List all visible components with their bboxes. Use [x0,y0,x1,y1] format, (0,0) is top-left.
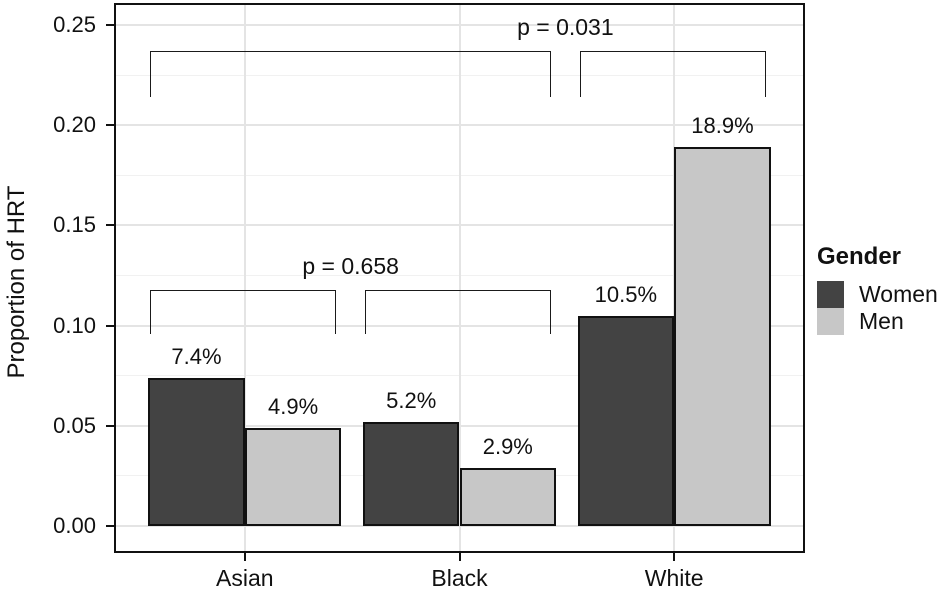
y-axis-tick-label: 0.15 [53,212,96,238]
y-axis-tick [106,525,114,527]
legend-title: Gender [817,243,902,270]
legend-label-men: Men [859,308,904,334]
y-axis-title: Proportion of HRT [3,185,30,379]
gridline-vertical [243,5,246,551]
bar-value-label: 10.5% [594,281,658,307]
bar-value-label: 7.4% [171,343,222,369]
y-axis-tick [106,424,114,427]
y-axis-tick-label: 0.05 [53,412,96,438]
y-axis-tick [106,24,114,26]
legend-swatch-women [817,281,844,308]
y-axis-tick [106,324,114,327]
legend-entry-women: Women [817,281,938,308]
legend-swatch-men [817,308,844,335]
significance-bracket [150,290,337,334]
legend-entry-men: Men [817,308,938,335]
y-axis-tick-label: 0.25 [53,12,96,37]
p-value-label: p = 0.658 [302,253,399,279]
x-axis-tick [458,553,461,561]
legend-label-women: Women [859,281,938,307]
y-axis-tick [106,224,114,227]
bar-women-black [362,421,460,526]
bar-women-white [577,315,675,526]
plot-panel: 7.4% 5.2% 10.5% 4.9% 2.9% 18.9% p = 0.031 p = 0… [114,3,805,553]
legend: Gender Women Men [817,243,938,335]
y-axis-tick-label: 0.10 [53,312,96,338]
x-axis-tick [673,553,676,561]
gridline-vertical [458,5,461,551]
bar-value-label: 4.9% [268,393,319,419]
significance-bracket [364,290,552,334]
y-axis-tick-label: 0.20 [53,112,96,138]
bar-men-asian [244,427,342,526]
bar-women-asian [148,377,245,526]
p-value-label: p = 0.031 [517,14,614,40]
bar-men-black [459,467,557,526]
y-axis-tick-label: 0.00 [53,513,96,538]
x-axis-tick [243,553,246,561]
bar-value-label: 5.2% [386,387,437,413]
x-axis-tick-label: Asian [216,565,274,591]
bar-value-label: 2.9% [482,433,533,459]
significance-bracket [579,51,766,97]
x-axis-tick-label: White [644,565,704,591]
bar-men-white [674,147,771,526]
y-axis-tick [106,124,114,127]
significance-bracket [150,51,552,97]
x-axis-tick-label: Black [431,565,488,591]
bar-value-label: 18.9% [691,113,754,139]
